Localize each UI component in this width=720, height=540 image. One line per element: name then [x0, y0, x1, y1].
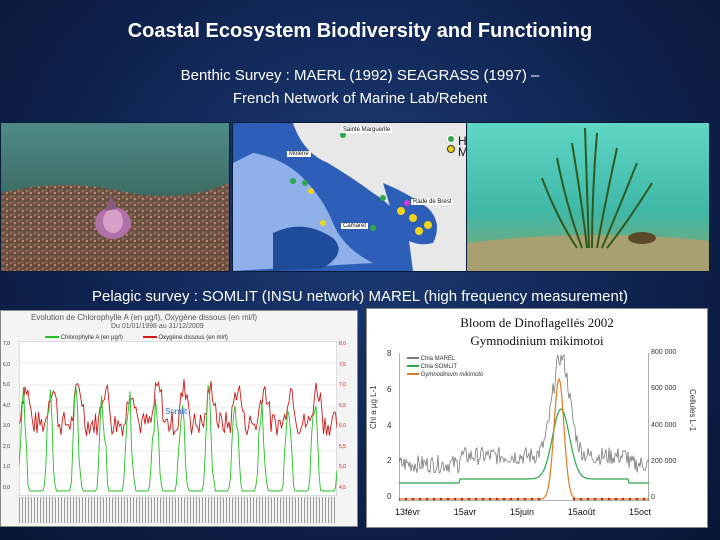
gymno-dot [537, 497, 541, 501]
marel-chart: Bloom de Dinoflagellés 2002 Gymnodinium … [366, 308, 708, 528]
legend-chl: Chlorophylle A (en µg/l) [45, 335, 123, 341]
legend-marel: Chla MAREL [407, 355, 483, 363]
gymno-dot [509, 497, 513, 501]
rebent-map: Sainte Marguerite Molène Rade de Brest C… [232, 122, 467, 272]
map-label-molene: Molène [287, 151, 311, 157]
gymno-dot [621, 497, 625, 501]
somlit-y-right-axis: 8,0 7,5 7,0 6,5 6,0 5,5 5,0 4,5 [339, 341, 346, 491]
gymno-dot [614, 497, 618, 501]
somlit-chart-title: Evolution de Chlorophylle A (en µg/l), O… [31, 313, 258, 322]
gymno-dot [418, 497, 422, 501]
marel-legend: Chla MAREL Chla SOMLIT Gymnodinium mikim… [407, 355, 483, 379]
map-label-camaret: Camaret [341, 223, 369, 229]
gymno-dot [628, 497, 632, 501]
gymno-dot [502, 497, 506, 501]
gymno-dot [460, 497, 464, 501]
bloom-title-line2: Gymnodinium mikimotoi [470, 333, 604, 348]
gymno-dot [635, 497, 639, 501]
maerl-legend-icon [447, 145, 455, 153]
somlit-chart-legend: Chlorophylle A (en µg/l) Oxygène dissous… [45, 335, 228, 341]
gymno-dot [446, 497, 450, 501]
gymno-dot [516, 497, 520, 501]
gymno-dot [488, 497, 492, 501]
marel-y-right-axis: 800 000 600 000 400 000 200 000 0 [651, 349, 677, 501]
maerl-photo [0, 122, 230, 272]
gymno-dot [600, 497, 604, 501]
somlit-annotation: Somlit [165, 407, 188, 416]
map-label-rade-de-brest: Rade de Brest [411, 199, 454, 205]
benthic-subtitle-line2: French Network of Marine Lab/Rebent [232, 90, 488, 107]
somlit-x-axis-dates [19, 497, 337, 523]
gymno-dot [593, 497, 597, 501]
seagrass-photo [466, 122, 710, 272]
gymno-dot [399, 497, 401, 501]
herbiers-legend-icon [447, 135, 455, 143]
legend-oxy: Oxygène dissous (en ml/l) [142, 335, 228, 341]
bloom-title-line1: Bloom de Dinoflagellés 2002 [460, 315, 614, 330]
gymno-dot [642, 497, 646, 501]
marel-plot-area [399, 353, 649, 501]
gymno-dot [439, 497, 443, 501]
gymno-dot [411, 497, 415, 501]
somlit-chart-period: Du 01/01/1998 au 31/12/2009 [111, 323, 204, 330]
pelagic-heading: Pelagic survey : SOMLIT (INSU network) M… [91, 288, 629, 305]
gymno-dot [523, 497, 527, 501]
gymno-dot [579, 497, 583, 501]
gymno-dot [607, 497, 611, 501]
gymno-dot [453, 497, 457, 501]
somlit-y-left-axis: 7,0 6,0 5,0 4,0 3,0 2,0 1,0 0,0 [3, 341, 10, 491]
benthic-subtitle-line1: Benthic Survey : MAERL (1992) SEAGRASS (… [180, 67, 540, 84]
gymno-dot [586, 497, 590, 501]
gymno-dot [467, 497, 471, 501]
marel-ylabel-right: Cellules L-1 [688, 389, 697, 432]
gymno-dot [495, 497, 499, 501]
marel-ylabel-left: Chl a µg L-1 [369, 385, 378, 429]
gymno-dot [481, 497, 485, 501]
gymno-dot [572, 497, 576, 501]
legend-gymno: Gymnodinium mikimoto [407, 371, 483, 379]
somlit-chart: Evolution de Chlorophylle A (en µg/l), O… [0, 310, 358, 527]
legend-somlit: Chla SOMLIT [407, 363, 483, 371]
gymno-dot [404, 497, 408, 501]
gymno-dot [530, 497, 534, 501]
map-label-sainte-marguerite: Sainte Marguerite [341, 127, 393, 133]
gymno-dot [432, 497, 436, 501]
marel-x-axis: 13févr 15avr 15juin 15août 15oct [395, 507, 651, 517]
gymno-dot [474, 497, 478, 501]
somlit-plot-area [19, 341, 337, 496]
gymno-dot [425, 497, 429, 501]
slide-title: Coastal Ecosystem Biodiversity and Funct… [127, 20, 593, 42]
